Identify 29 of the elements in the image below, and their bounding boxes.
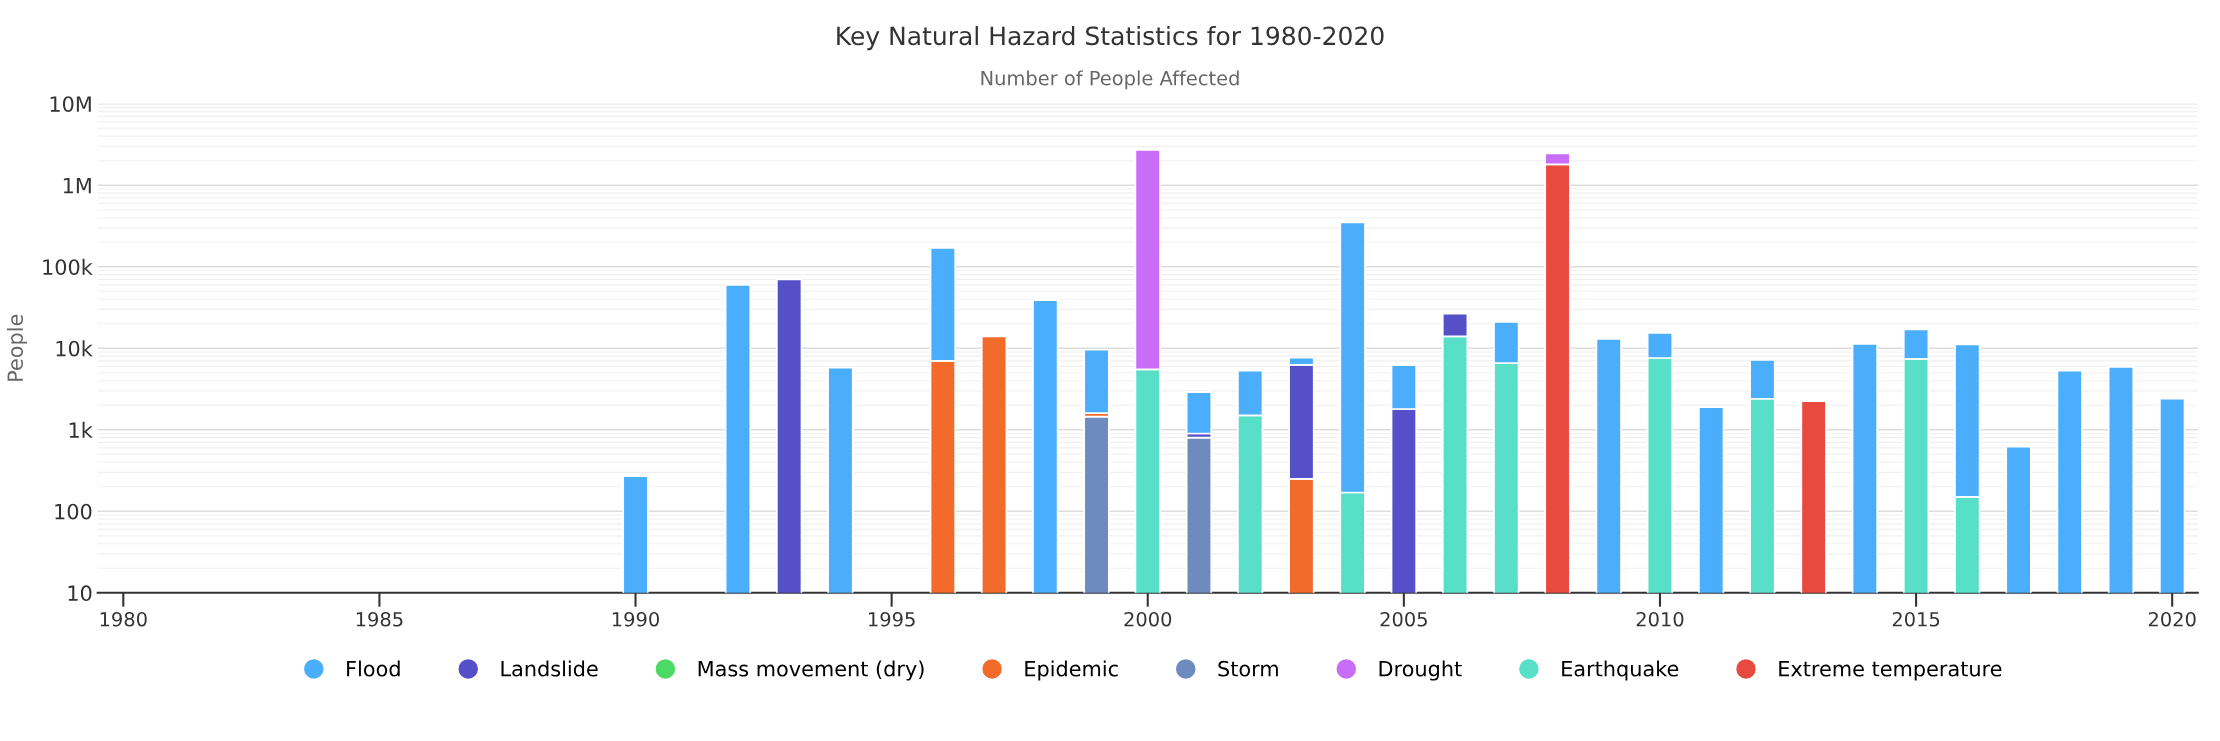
y-tick-label: 1M — [63, 177, 91, 194]
y-axis-title: People — [6, 314, 28, 381]
x-tick-label: 2020 — [2148, 611, 2196, 627]
legend-label: Flood — [347, 660, 400, 677]
y-tick-label: 1k — [69, 421, 93, 438]
legend-label: Earthquake — [1562, 660, 1679, 681]
y-tick-label: 100 — [55, 503, 92, 520]
legend-label: Storm — [1218, 660, 1278, 677]
legend-label: Drought — [1379, 660, 1462, 681]
x-tick-label: 2010 — [1636, 611, 1684, 627]
legend-label: Epidemic — [1025, 660, 1118, 681]
x-tick-label: 1985 — [356, 611, 403, 627]
x-tick-label: 1995 — [869, 611, 915, 627]
chart-subtitle: Number of People Affected — [981, 70, 1239, 90]
chart-title: Key Natural Hazard Statistics for 1980-2020 — [837, 25, 1384, 51]
y-tick-label: 10k — [56, 340, 93, 357]
legend-label: Landslide — [501, 660, 598, 677]
x-tick-label: 2015 — [1892, 611, 1940, 627]
x-tick-label: 1980 — [100, 611, 147, 627]
legend-label: Mass movement (dry) — [698, 660, 924, 681]
y-tick-label: 10 — [68, 585, 92, 602]
y-tick-label: 10M — [50, 96, 91, 112]
legend-label: Extreme temperature — [1779, 661, 2002, 681]
y-tick-label: 100k — [43, 258, 93, 275]
bar — [1083, 348, 1110, 414]
x-tick-label: 1990 — [612, 611, 659, 627]
x-tick-label: 2000 — [1124, 611, 1172, 627]
bar — [1185, 391, 1213, 435]
x-tick-label: 2005 — [1380, 611, 1427, 627]
